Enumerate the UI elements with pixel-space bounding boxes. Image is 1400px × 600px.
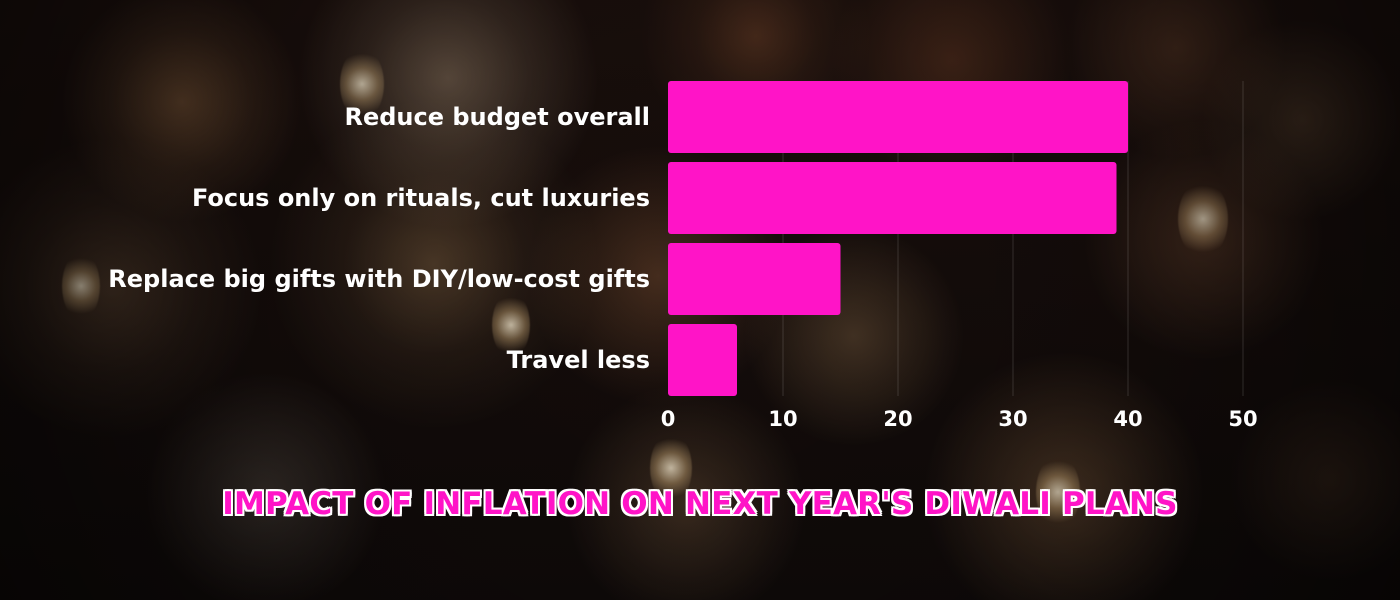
category-label: Reduce budget overall	[344, 103, 650, 131]
category-label: Focus only on rituals, cut luxuries	[192, 184, 650, 212]
bar	[668, 81, 1128, 153]
bars	[668, 81, 1128, 396]
x-tick-label: 0	[661, 407, 676, 431]
bar	[668, 324, 737, 396]
x-tick-label: 20	[883, 407, 912, 431]
bar	[668, 162, 1117, 234]
chart-title: IMPACT OF INFLATION ON NEXT YEAR'S DIWAL…	[222, 486, 1178, 522]
x-tick-label: 10	[768, 407, 797, 431]
bar	[668, 243, 841, 315]
x-axis-ticks: 0 10 20 30 40 50	[661, 407, 1258, 431]
category-label: Travel less	[507, 346, 650, 374]
x-tick-label: 50	[1228, 407, 1257, 431]
x-tick-label: 40	[1113, 407, 1142, 431]
category-labels: Reduce budget overall Focus only on ritua…	[108, 103, 650, 374]
category-label: Replace big gifts with DIY/low-cost gift…	[108, 265, 650, 293]
x-tick-label: 30	[998, 407, 1027, 431]
